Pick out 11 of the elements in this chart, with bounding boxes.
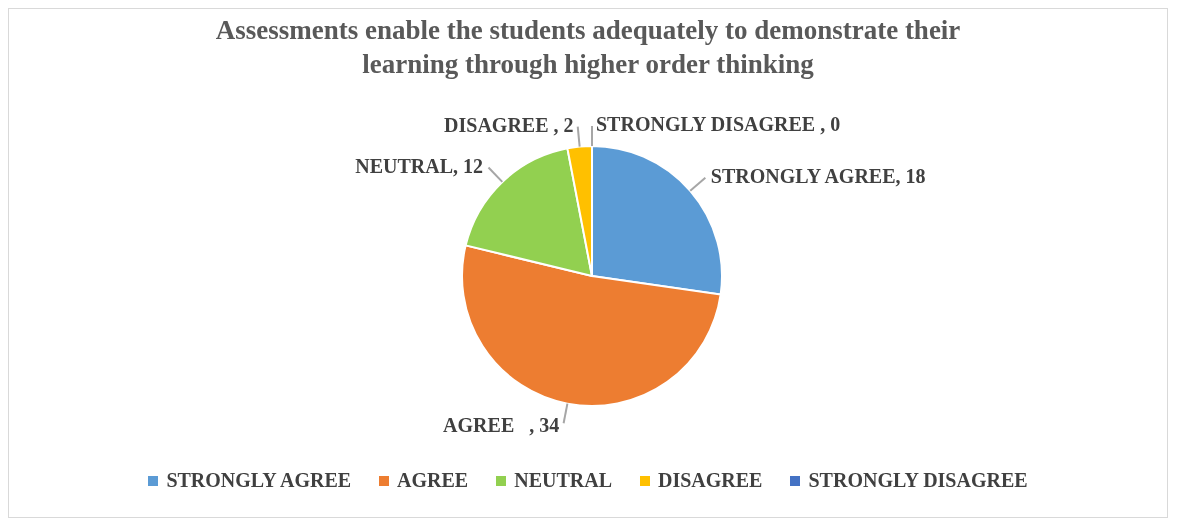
legend-label: AGREE <box>397 469 469 492</box>
legend-label: STRONGLY DISAGREE <box>808 469 1028 492</box>
data-label: NEUTRAL, 12 <box>355 154 484 177</box>
legend-label: NEUTRAL <box>514 469 612 492</box>
data-label: DISAGREE , 2 <box>444 113 574 136</box>
text: STRONGLY DISAGREE , 0 <box>596 113 841 135</box>
data-label: AGREE , 34 <box>443 414 560 437</box>
chart-title: Assessments enable the students adequately to demonstrate their learning through higher order thinking <box>214 14 962 81</box>
legend-label: DISAGREE <box>657 469 763 492</box>
legend-label: STRONGLY AGREE <box>166 469 352 492</box>
data-label: STRONGLY AGREE, 18 <box>710 165 926 188</box>
